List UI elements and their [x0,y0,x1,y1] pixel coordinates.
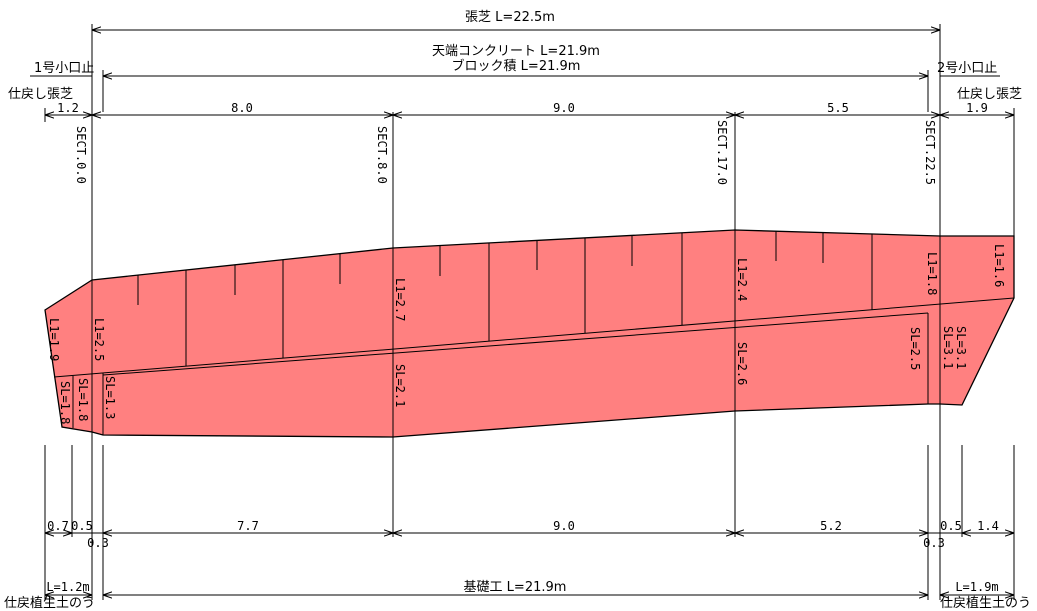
bottom-extension-lines [44,445,1015,600]
span-label: 0.3 [923,536,945,550]
span-label: 0.7 [47,519,69,533]
wall-height-label: L1=2.5 [92,318,106,361]
span-label: 1.9 [966,101,988,115]
wall-height-label: L1=1.6 [992,244,1006,287]
bottom-span-dimensions: 0.7 0.5 0.3 7.7 9.0 5.2 0.3 0.5 1.4 [45,519,1014,550]
wall-height-label: L1=2.7 [393,278,407,321]
section-label: SECT.22.5 [923,120,937,185]
right-foundation-length-label: L=1.9m [955,580,998,594]
section-label: SECT.17.0 [715,120,729,185]
section-label: SECT.0.0 [74,126,88,184]
section-label: SECT.8.0 [375,126,389,184]
span-label: 0.5 [71,519,93,533]
left-restore-turf-label: 仕戻し張芝 [8,86,73,102]
span-label: 0.5 [940,519,962,533]
span-label: 9.0 [553,519,575,533]
wall-body [44,229,1015,438]
top-span-dimensions: 1.2 8.0 9.0 5.5 1.9 [44,101,1015,236]
left-foundation-length-label: L=1.2m [46,580,89,594]
slope-length-label: SL=2.6 [735,342,749,385]
slope-length-label: SL=2.5 [908,327,922,370]
section-lines [91,24,941,445]
right-end-stop-label: 2号小口止 [937,61,997,76]
block-masonry-label: ブロック積 L=21.9m [452,58,581,74]
turf-total-label: 張芝 L=22.5m [465,9,555,25]
slope-length-label: SL=3.1 [954,326,968,369]
slope-length-label: SL=3.1 [941,326,955,369]
foundation-length-dimensions: L=1.2m 基礎工 L=21.9m L=1.9m [45,580,1014,595]
wall-height-label: L1=1.8 [925,252,939,295]
right-sandbag-label: 仕戻植生土のう [940,596,1031,611]
foundation-top-line [102,312,929,376]
slope-length-label: SL=2.1 [393,364,407,407]
wall-height-label: L1=1.9 [47,318,61,361]
left-sandbag-label: 仕戻植生土のう [4,596,95,611]
span-label: 8.0 [231,101,253,115]
block-joint-lines [137,231,873,366]
wall-height-label: L1=2.4 [735,258,749,301]
slope-length-label: SL=1.8 [58,381,72,424]
wall-internal-lines [53,297,1015,435]
span-label: 5.2 [820,519,842,533]
slope-length-label: SL=1.3 [103,376,117,419]
span-label: 1.4 [977,519,999,533]
slope-length-label: SL=1.8 [76,378,90,421]
span-label: 9.0 [553,101,575,115]
foundation-label: 基礎工 L=21.9m [464,580,567,595]
span-label: 0.3 [87,536,109,550]
left-end-stop-label: 1号小口止 [34,61,94,76]
crown-concrete-label: 天端コンクリート L=21.9m [432,44,600,59]
right-restore-turf-label: 仕戻し張芝 [957,86,1022,102]
span-label: 7.7 [237,519,259,533]
block-base-line [53,297,1015,378]
span-label: 1.2 [57,101,79,115]
span-label: 5.5 [827,101,849,115]
